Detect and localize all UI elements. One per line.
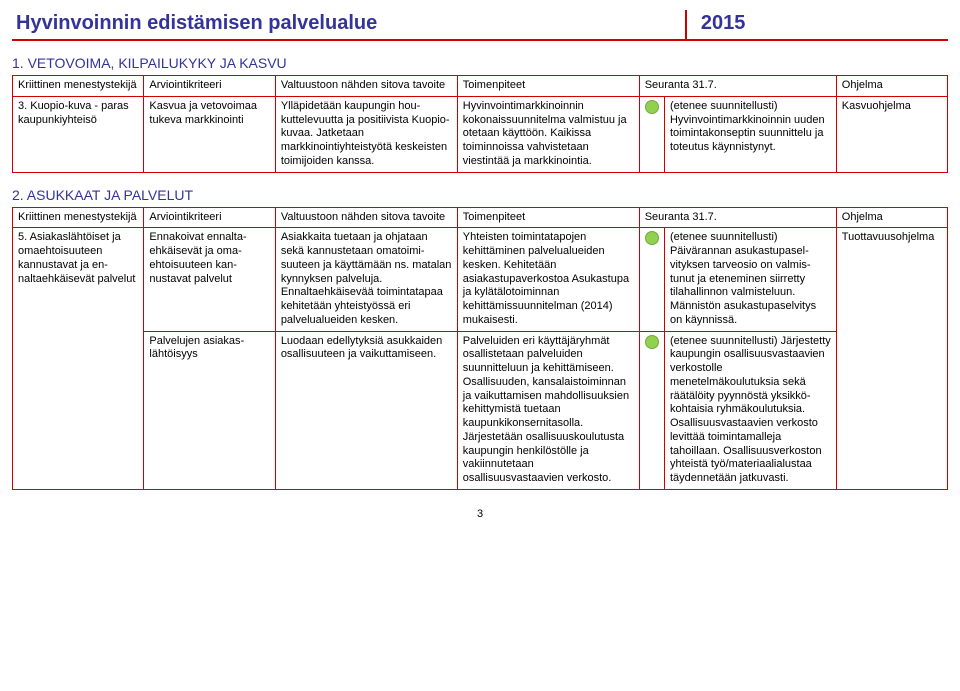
header-row: Kriittinen menes­tystekijä Arviointikrit… (13, 76, 948, 97)
s1-status-dot-cell (639, 96, 664, 172)
hdr2-c2: Arviointikriteeri (144, 207, 275, 228)
status-dot-icon (645, 231, 659, 245)
s2b-c4: Palveluiden eri käyttäjäryh­mät osallist… (457, 331, 639, 489)
hdr2-c3: Valtuustoon nähden sitova tavoite (275, 207, 457, 228)
table-row: 5. Asiakaslähtöiset ja omaehtoisuuteen k… (13, 228, 948, 331)
hdr-c1: Kriittinen menes­tystekijä (13, 76, 144, 97)
section1-table: Kriittinen menes­tystekijä Arviointikrit… (12, 75, 948, 173)
page-number: 3 (12, 508, 948, 520)
s2a-status-dot-cell (639, 228, 664, 331)
hdr2-c1: Kriittinen menes­tystekijä (13, 207, 144, 228)
s2a-c1: 5. Asiakaslähtöiset ja omaehtoisuuteen k… (13, 228, 144, 490)
s1-c4: Hyvinvointimarkkinoinnin kokonaissuunnit… (457, 96, 639, 172)
section1-heading: 1. VETOVOIMA, KILPAILUKYKY JA KASVU (12, 55, 948, 71)
s2a-c7: Tuottavuusohjelma (836, 228, 947, 490)
s2b-status-dot-cell (639, 331, 664, 489)
hdr2-c7: Ohjelma (836, 207, 947, 228)
s1-c7: Kasvuohjelma (836, 96, 947, 172)
s1-c2: Kasvua ja vetovoi­maa tukeva markki­noin… (144, 96, 275, 172)
s2b-c2: Palvelujen asiakas­lähtöisyys (144, 331, 275, 489)
section2-heading: 2. ASUKKAAT JA PALVELUT (12, 187, 948, 203)
s2a-c6: (etenee suunnitellusti) Päivärannan asuk… (664, 228, 836, 331)
title-table: Hyvinvoinnin edistämisen palvelualue 201… (12, 10, 948, 41)
s1-c3: Ylläpidetään kaupungin hou­kuttelevuutta… (275, 96, 457, 172)
page-title: Hyvinvoinnin edistämisen palvelualue (12, 10, 686, 40)
s1-c1: 3. Kuopio-kuva - paras kaupunkiyh­teisö (13, 96, 144, 172)
s2a-c4: Yhteisten toimintatapojen kehittäminen p… (457, 228, 639, 331)
header-row: Kriittinen menes­tystekijä Arviointikrit… (13, 207, 948, 228)
section2-table: Kriittinen menes­tystekijä Arviointikrit… (12, 207, 948, 490)
hdr-c4: Toimenpiteet (457, 76, 639, 97)
status-dot-icon (645, 100, 659, 114)
hdr-c2: Arviointikriteeri (144, 76, 275, 97)
status-dot-icon (645, 335, 659, 349)
s2a-c2: Ennakoivat ennalta­ehkäisevät ja oma­eht… (144, 228, 275, 331)
title-bar: Hyvinvoinnin edistämisen palvelualue 201… (12, 10, 948, 41)
s1-c6: (etenee suunnitellusti) Hyvinvointimarkk… (664, 96, 836, 172)
table-row: 3. Kuopio-kuva - paras kaupunkiyh­teisö … (13, 96, 948, 172)
hdr2-c6: Seuranta 31.7. (639, 207, 836, 228)
s2a-c3: Asiakkaita tuetaan ja ohjataan sekä kann… (275, 228, 457, 331)
hdr-c3: Valtuustoon nähden sitova tavoite (275, 76, 457, 97)
hdr-c7: Ohjelma (836, 76, 947, 97)
page-year: 2015 (686, 10, 948, 40)
hdr-c6: Seuranta 31.7. (639, 76, 836, 97)
s2b-c6: (etenee suunnitellusti) Järjestetty kaup… (664, 331, 836, 489)
s2b-c3: Luodaan edellytyksiä asuk­kaiden osallis… (275, 331, 457, 489)
table-row: Palvelujen asiakas­lähtöisyys Luodaan ed… (13, 331, 948, 489)
hdr2-c4: Toimenpiteet (457, 207, 639, 228)
